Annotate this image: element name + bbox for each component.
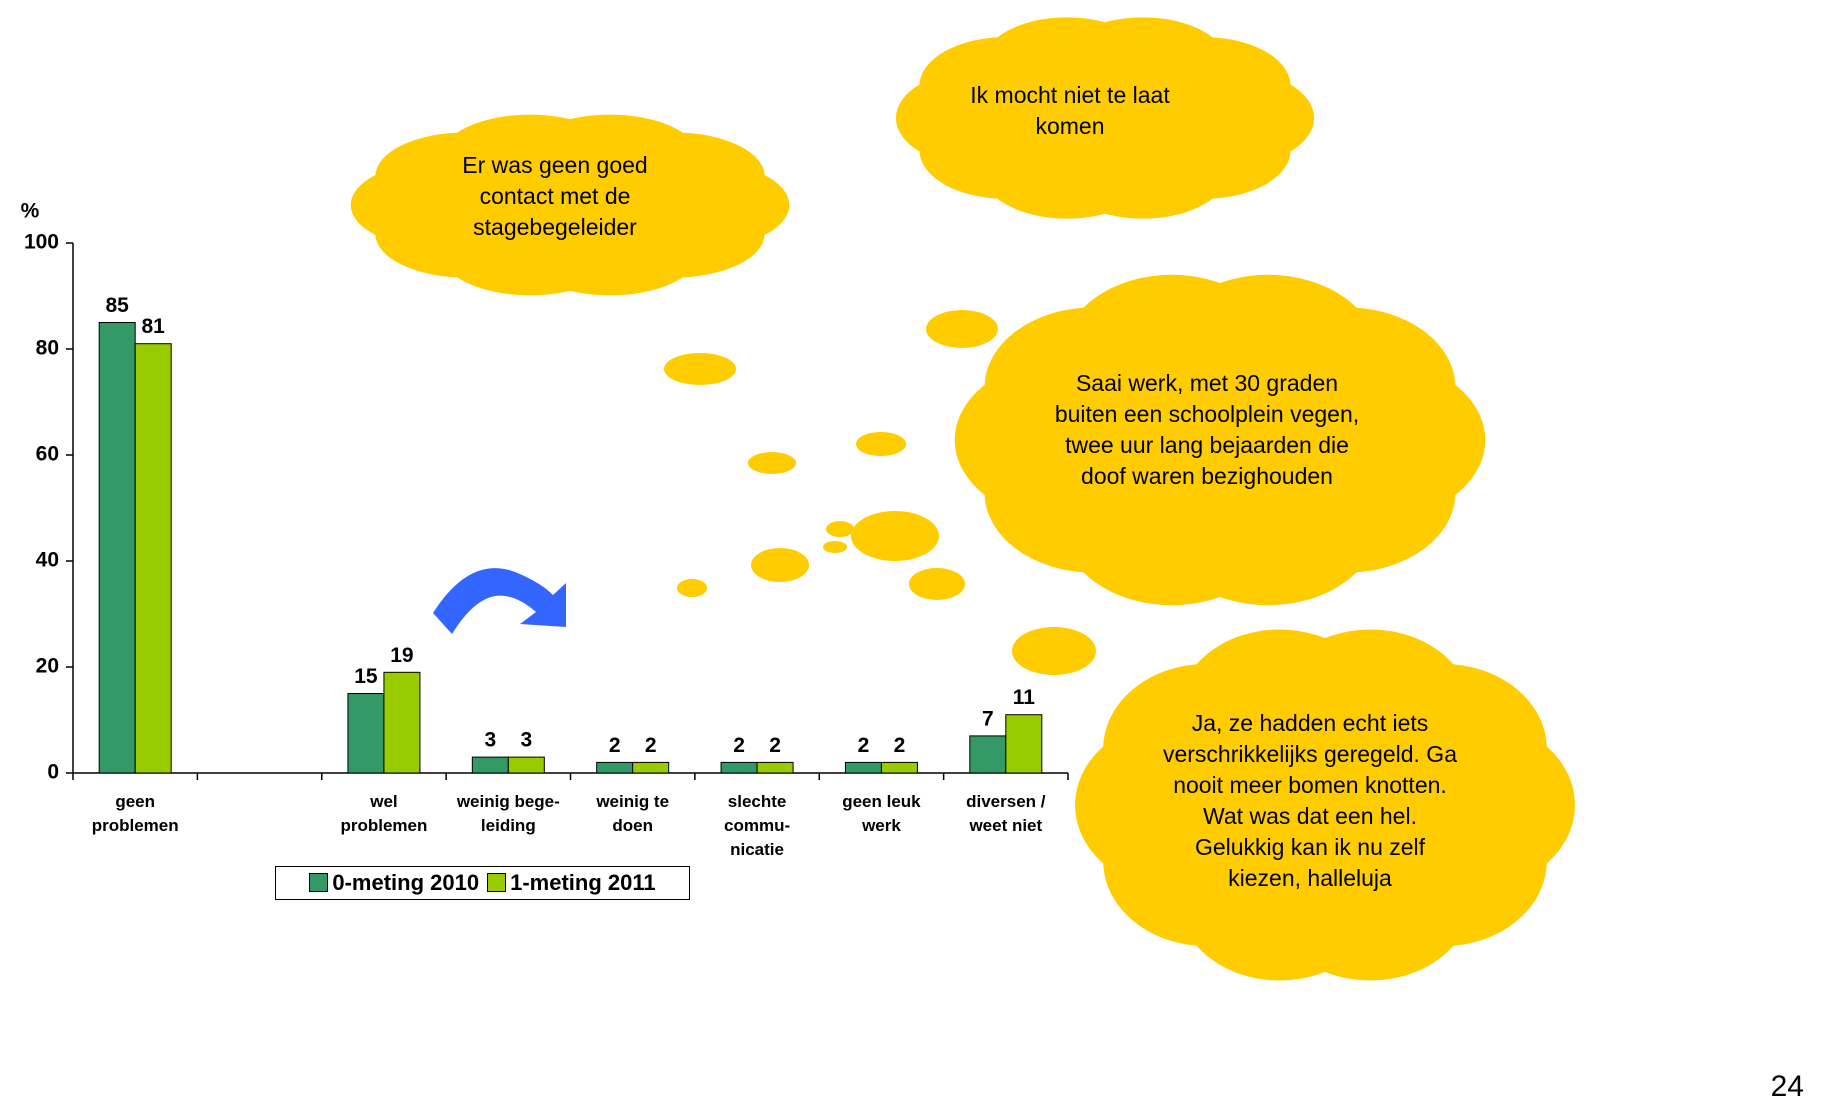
legend-swatch bbox=[309, 873, 328, 892]
bar bbox=[99, 323, 135, 774]
value-label: 81 bbox=[142, 315, 166, 338]
value-label: 2 bbox=[858, 734, 870, 757]
bar bbox=[348, 694, 384, 774]
value-label: 2 bbox=[769, 734, 781, 757]
thought-bubble bbox=[909, 568, 965, 600]
thought-bubble bbox=[677, 579, 707, 597]
legend-label: 0-meting 2010 bbox=[332, 870, 479, 895]
legend-swatch bbox=[487, 873, 506, 892]
y-tick-label: 80 bbox=[36, 337, 59, 360]
cloud-text: Er was geen goed contact met de stagebeg… bbox=[435, 150, 675, 243]
value-label: 85 bbox=[106, 294, 130, 317]
cloud-text: Saai werk, met 30 graden buiten een scho… bbox=[1047, 368, 1367, 492]
value-label: 3 bbox=[520, 729, 532, 752]
y-tick-label: 40 bbox=[36, 549, 59, 572]
cloud-text: Ja, ze hadden echt iets verschrikkelijks… bbox=[1160, 708, 1460, 894]
legend-item: 1-meting 2011 bbox=[487, 870, 656, 896]
thought-bubble bbox=[1012, 627, 1096, 675]
blue-arrow bbox=[433, 568, 566, 634]
value-label: 2 bbox=[733, 734, 745, 757]
x-tick-label: wel problemen bbox=[325, 790, 443, 838]
legend-item: 0-meting 2010 bbox=[309, 870, 479, 896]
bar bbox=[384, 672, 420, 773]
bar bbox=[597, 762, 633, 773]
bar bbox=[970, 736, 1006, 773]
chart: % 0 20 40 60 80 100 85 81 15 19 3 3 2 2 2 2 2 2 7 11 bbox=[0, 0, 1834, 1104]
bar bbox=[1006, 715, 1042, 773]
x-tick-label: geen leuk werk bbox=[822, 790, 940, 838]
y-tick-label: 0 bbox=[47, 761, 59, 784]
bar bbox=[881, 762, 917, 773]
bar bbox=[633, 762, 669, 773]
thought-bubble bbox=[748, 452, 796, 474]
cloud-text: Ik mocht niet te laat komen bbox=[945, 80, 1195, 142]
value-label: 15 bbox=[354, 665, 378, 688]
thought-bubble bbox=[823, 541, 847, 553]
value-label: 2 bbox=[609, 734, 621, 757]
x-tick-label: diversen / weet niet bbox=[947, 790, 1065, 838]
bar bbox=[508, 757, 544, 773]
x-tick-label: weinig bege-leiding bbox=[449, 790, 567, 838]
y-tick-label: 100 bbox=[24, 231, 59, 254]
y-tick-label: 20 bbox=[36, 655, 59, 678]
x-tick-label: slechte commu-nicatie bbox=[698, 790, 816, 862]
thought-bubble bbox=[926, 310, 998, 348]
x-tick-label: weinig te doen bbox=[574, 790, 692, 838]
value-label: 7 bbox=[982, 707, 994, 730]
bar bbox=[721, 762, 757, 773]
thought-bubble bbox=[826, 521, 854, 537]
thought-bubble bbox=[664, 353, 736, 385]
bar bbox=[757, 762, 793, 773]
value-label: 2 bbox=[645, 734, 657, 757]
bar bbox=[845, 762, 881, 773]
value-label: 19 bbox=[390, 644, 413, 667]
y-tick-label: 60 bbox=[36, 443, 59, 466]
bar bbox=[472, 757, 508, 773]
value-label: 2 bbox=[894, 734, 906, 757]
thought-bubble bbox=[851, 511, 939, 561]
thought-bubble bbox=[751, 548, 809, 582]
legend: 0-meting 2010 1-meting 2011 bbox=[275, 866, 690, 900]
page-number: 24 bbox=[1771, 1070, 1804, 1104]
value-label: 3 bbox=[484, 729, 496, 752]
slide: % 0 20 40 60 80 100 85 81 15 19 3 3 2 2 2 2 2 2 7 11 0-meti… bbox=[0, 0, 1834, 1104]
value-label: 11 bbox=[1013, 686, 1036, 709]
legend-label: 1-meting 2011 bbox=[510, 870, 656, 895]
bar bbox=[135, 344, 171, 773]
x-tick-label: geen problemen bbox=[76, 790, 194, 838]
y-axis-label: % bbox=[21, 200, 40, 223]
thought-bubble bbox=[856, 432, 906, 456]
